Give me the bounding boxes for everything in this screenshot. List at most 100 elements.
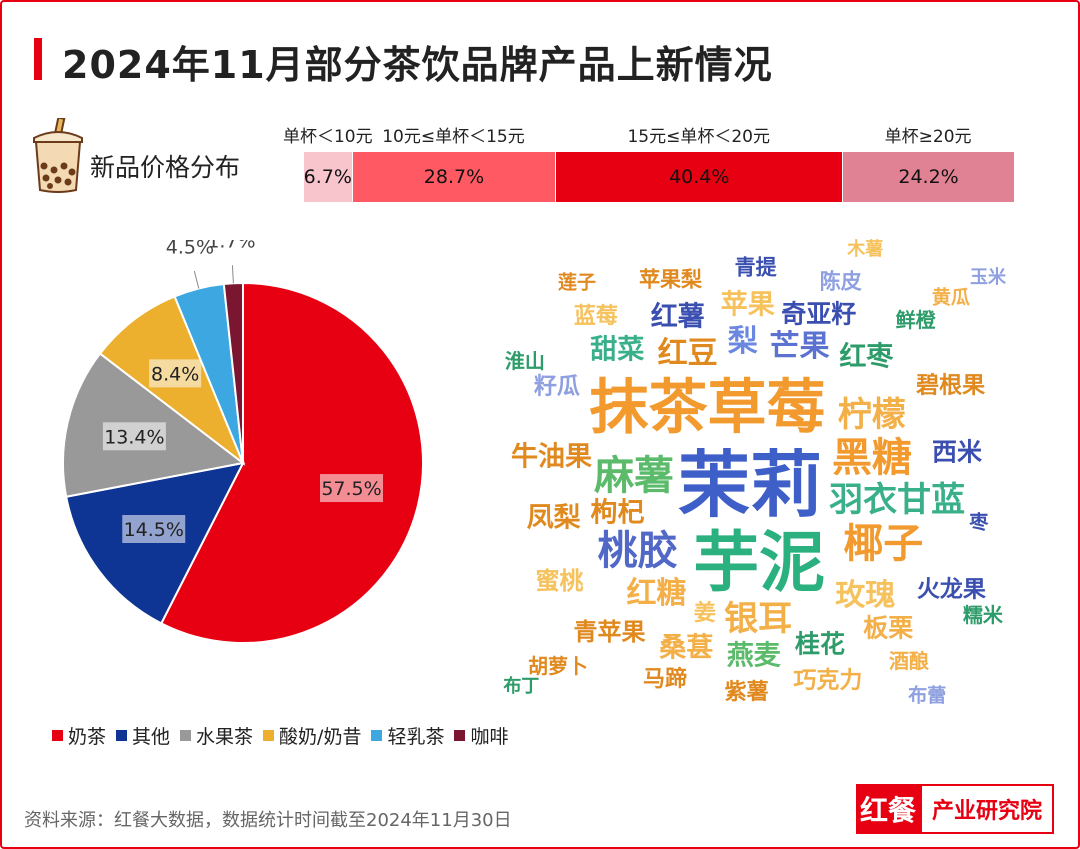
price-range-label-4: 单杯≥20元: [884, 127, 972, 147]
ingredient-word-cloud: 茉莉 芋泥 抹茶草莓麻薯 黑糖桃胶 椰子 柠檬羽衣甘蓝银耳 红糖 红豆 芒果梨玫瑰 枸杞 红枣燕麦桑…: [490, 240, 1010, 710]
price-segment-4: 24.2%: [842, 152, 1014, 202]
brand-logo: 红餐 产业研究院: [856, 784, 1054, 834]
price-distribution-label: 新品价格分布: [90, 153, 241, 182]
price-range-label-1: 单杯＜10元: [282, 127, 373, 147]
legend-label-1: 奶茶: [68, 726, 107, 748]
price-segment-2: 28.7%: [351, 152, 556, 202]
word-cloud-term: 柠檬: [837, 394, 906, 435]
word-cloud-term: 红薯: [650, 301, 705, 333]
word-cloud-term: 红糖: [626, 575, 687, 611]
legend-swatch-1: [52, 730, 63, 741]
data-source-note: 资料来源：红餐大数据，数据统计时间截至2024年11月30日: [24, 810, 512, 831]
price-range-label-3: 15元≤单杯＜20元: [627, 127, 771, 147]
word-cloud-term: 蓝莓: [573, 304, 618, 330]
word-cloud-term: 抹茶草莓: [589, 372, 826, 442]
word-cloud-term: 银耳: [724, 598, 793, 639]
price-segment-3: 40.4%: [555, 152, 843, 202]
legend-item-1: 奶茶: [52, 722, 106, 749]
word-cloud-term: 黄瓜: [931, 286, 970, 309]
pie-value-label-5: 4.5%: [166, 240, 214, 259]
word-cloud-term: 西米: [932, 437, 983, 467]
legend-label-2: 其他: [132, 726, 171, 748]
pie-legend: 奶茶 其他 水果茶 酸奶/奶昔 轻乳茶 咖啡: [52, 722, 508, 749]
pie-label-bg-3: [102, 422, 166, 451]
word-cloud-term: 姜: [693, 601, 716, 627]
word-cloud-term: 黑糖: [831, 434, 912, 481]
word-cloud-term: 玉米: [970, 267, 1007, 289]
price-distribution-bar: 6.7% 28.7% 40.4% 24.2%: [304, 152, 1014, 202]
price-segment-1: 6.7%: [304, 152, 352, 202]
legend-label-6: 咖啡: [470, 726, 509, 748]
word-cloud-term: 芋泥: [693, 523, 826, 601]
word-cloud-term: 布丁: [503, 675, 540, 697]
pie-value-label-4: 8.4%: [151, 363, 199, 385]
word-cloud-term: 红枣: [839, 341, 894, 373]
word-cloud-term: 枸杞: [590, 497, 645, 529]
word-cloud-term: 巧克力: [793, 667, 863, 694]
price-range-label-2: 10元≤单杯＜15元: [382, 127, 525, 147]
word-cloud-term: 陈皮: [819, 269, 862, 294]
word-cloud-term: 燕麦: [726, 640, 781, 672]
word-cloud-term: 凤梨: [526, 502, 581, 534]
legend-label-3: 水果茶: [196, 726, 254, 748]
word-cloud-term: 板栗: [863, 613, 914, 643]
bubble-tea-icon: [33, 118, 83, 193]
word-cloud-term: 桑葚: [659, 632, 714, 664]
word-cloud-term: 甜菜: [590, 334, 645, 366]
legend-swatch-3: [180, 730, 192, 741]
legend-item-5: 轻乳茶: [371, 722, 444, 749]
word-cloud-term: 蜜桃: [535, 567, 584, 596]
legend-item-4: 酸奶/奶昔: [263, 722, 361, 749]
word-cloud-term: 羽衣甘蓝: [829, 480, 966, 521]
page-title: 2024年11月部分茶饮品牌产品上新情况: [62, 43, 773, 87]
word-cloud-term: 奇亚籽: [781, 299, 857, 329]
word-cloud-term: 桃胶: [597, 527, 678, 574]
word-cloud-term: 紫薯: [724, 680, 769, 706]
pie-value-label-3: 13.4%: [104, 426, 164, 448]
legend-swatch-6: [454, 730, 466, 741]
legend-label-4: 酸奶/奶昔: [279, 726, 362, 748]
word-cloud-term: 鲜橙: [895, 308, 936, 333]
word-cloud-term: 碧根果: [916, 372, 986, 399]
word-cloud-term: 火龙果: [916, 576, 986, 603]
word-cloud-term: 玫瑰: [835, 578, 896, 614]
word-cloud-term: 芒果: [769, 329, 830, 365]
pie-leader-line-6: [231, 265, 234, 284]
word-cloud-term: 茉莉: [677, 443, 823, 527]
legend-swatch-4: [263, 730, 275, 741]
word-cloud-term: 苹果: [720, 289, 775, 321]
pie-value-label-6: 1.7%: [207, 240, 255, 252]
word-cloud-term: 桂花: [795, 629, 846, 659]
legend-swatch-2: [116, 730, 128, 741]
word-cloud-term: 椰子: [843, 520, 924, 567]
pie-slice-6: [222, 281, 244, 464]
pie-label-bg-4: [149, 359, 202, 388]
word-cloud-term: 牛油果: [510, 441, 592, 473]
word-cloud-term: 酒酿: [889, 649, 929, 674]
title-accent-bar: [34, 38, 42, 80]
word-cloud-term: 莲子: [558, 271, 597, 294]
legend-item-2: 其他: [116, 722, 170, 749]
pie-label-bg-1: [320, 474, 384, 503]
legend-item-6: 咖啡: [454, 722, 508, 749]
word-cloud-term: 梨: [727, 323, 758, 359]
pie-value-label-1: 57.5%: [321, 478, 381, 500]
legend-label-5: 轻乳茶: [387, 726, 445, 748]
legend-item-3: 水果茶: [180, 722, 253, 749]
pie-slice-1: [159, 281, 424, 644]
legend-swatch-5: [371, 730, 383, 741]
pie-value-label-2: 14.5%: [124, 519, 184, 541]
word-cloud-term: 麻薯: [594, 452, 675, 499]
word-cloud-term: 籽瓜: [533, 373, 580, 400]
word-cloud-term: 木薯: [847, 239, 884, 261]
word-cloud-term: 红豆: [657, 335, 718, 371]
logo-mark: 红餐: [856, 784, 920, 834]
word-cloud-term: 青苹果: [573, 617, 646, 646]
logo-text: 产业研究院: [920, 784, 1054, 834]
word-cloud-term: 枣: [969, 511, 989, 534]
word-cloud-term: 胡萝卜: [528, 654, 589, 679]
word-cloud-term: 苹果梨: [639, 267, 703, 292]
word-cloud-term: 糯米: [962, 603, 1003, 628]
word-cloud-term: 青提: [734, 255, 777, 280]
